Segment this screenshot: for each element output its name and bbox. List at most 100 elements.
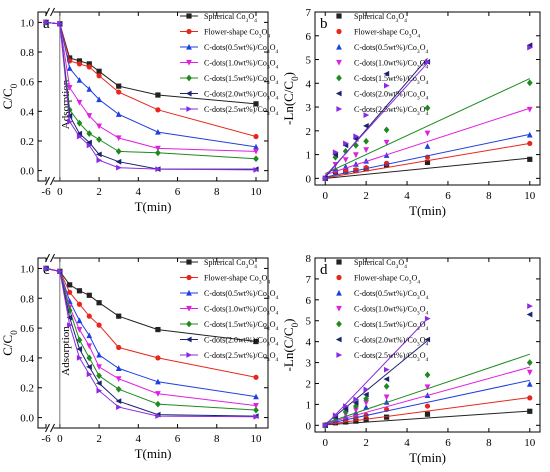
data-point [86,113,93,119]
legend-marker [336,305,342,312]
y-tick-label: 0.2 [20,383,34,395]
y-tick-label: 6 [306,295,312,307]
data-point [86,292,92,298]
data-point [363,137,369,145]
data-point [76,288,83,294]
y-tick-label: 5 [306,55,312,67]
data-point [76,355,83,361]
legend-marker [186,74,192,82]
series-7 [43,19,260,173]
data-point [155,355,161,361]
legend-marker [186,289,192,296]
series-2 [43,19,259,140]
data-point [76,336,83,344]
legend-label: C-dots(2.0wt%)/Co3O4 [354,336,428,348]
legend-marker [186,13,192,19]
legend-label: C-dots(1.0wt%)/Co3O4 [204,305,278,317]
legend-marker [186,352,193,358]
data-point [526,106,533,113]
y-tick-label: 1.0 [20,17,34,29]
x-axis-label: T(min) [135,446,172,461]
legend: Spherical Co3O4 Flower-shape Co3O4 C-dots(… [335,12,428,117]
series-7 [322,44,533,182]
legend-marker [185,336,192,343]
data-point [363,395,369,403]
data-point [527,395,533,401]
data-point [424,371,431,379]
data-point [86,363,92,370]
legend-label: Spherical Co3O4 [204,258,257,270]
x-tick-label: 0 [322,190,328,202]
x-tick-label: 0 [57,433,63,445]
y-tick-label: 0.6 [20,323,34,335]
x-tick-label: 6 [445,437,451,449]
y-tick-label: 4 [306,337,312,349]
fit-line [324,318,428,426]
data-point [155,92,161,98]
legend-marker [185,90,192,97]
data-point [527,140,533,147]
legend-label: C-dots(1.5wt%)/Co3O4 [354,320,428,332]
fit-line [325,353,530,424]
data-point [67,322,73,328]
legend-label: C-dots(2.5wt%)/Co3O4 [204,351,278,363]
data-point [353,407,359,414]
series-7 [43,265,260,420]
data-point [383,70,390,77]
data-point [116,83,122,89]
y-tick-label: 1.0 [20,263,34,275]
legend-marker [336,352,343,358]
data-point [424,403,431,409]
data-point [342,406,349,412]
legend-label: Flower-shape Co3O4 [204,274,270,286]
data-point [116,313,122,319]
data-point [363,147,369,153]
legend-marker [186,43,192,50]
data-point [76,119,83,127]
data-point [43,265,50,272]
x-tick-label: 6 [445,190,451,202]
y-tick-label: 4 [306,78,312,90]
data-point [342,147,349,155]
data-point [383,126,390,134]
panel-label: b [320,16,328,32]
data-point [57,268,63,275]
y-axis-label: -Ln(C/C0) [281,72,300,125]
legend-marker [336,28,342,35]
data-point [116,164,122,171]
x-tick-label: 8 [486,437,492,449]
data-point [76,317,83,324]
axis-break-mark [45,423,50,433]
y-tick-label: 0.0 [20,413,34,425]
data-point [86,354,93,362]
data-point [96,136,102,143]
fit-line [324,62,428,177]
data-point [353,141,359,149]
legend-marker [336,74,342,82]
fit-line [325,107,530,176]
data-point [353,133,360,140]
axis-break-mark [45,253,50,263]
data-point [342,157,349,163]
y-tick-label: 1 [306,150,312,162]
plot-frame [37,11,269,182]
legend-label: C-dots(1.0wt%)/Co3O4 [354,305,428,317]
x-tick-label: 4 [136,186,142,198]
x-tick-label: 2 [363,437,369,449]
data-point [86,142,93,149]
plot-frame [314,11,541,186]
axis-break-mark [45,176,50,186]
axis-break-mark [45,7,50,17]
legend-label: C-dots(2.0wt%)/Co3O4 [204,336,278,348]
data-point [57,20,63,27]
data-point [86,313,92,319]
data-point [363,112,370,118]
data-point [253,143,259,150]
data-point [115,398,122,405]
legend-label: C-dots(1.0wt%)/Co3O4 [354,59,428,71]
fit-line [325,142,530,179]
x-tick-label: 6 [175,186,181,198]
data-point [526,79,533,87]
legend-label: C-dots(2.0wt%)/Co3O4 [204,90,278,102]
